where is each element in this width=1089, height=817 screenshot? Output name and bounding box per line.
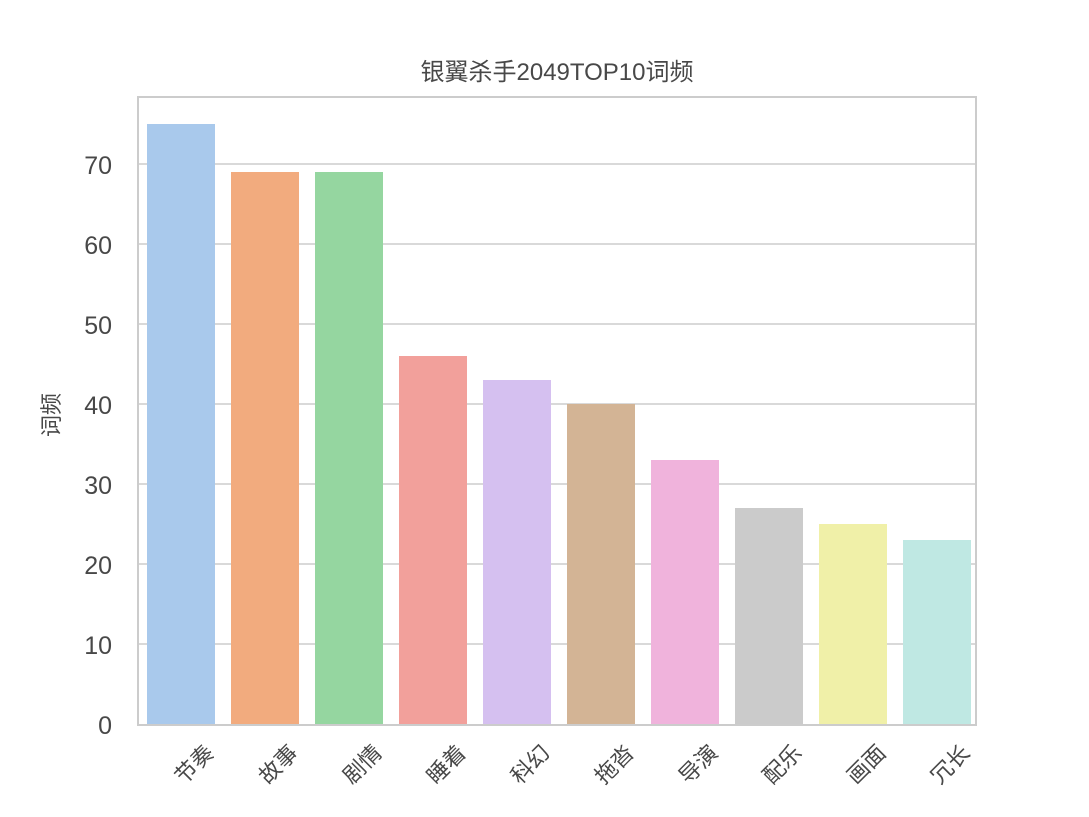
bar [399, 356, 467, 724]
bar [315, 172, 383, 724]
y-tick-label: 40 [84, 392, 112, 420]
bar [567, 404, 635, 724]
gridline [139, 643, 975, 645]
x-tick-label: 故事 [253, 740, 303, 789]
x-tick-label: 画面 [841, 740, 891, 789]
x-tick-label: 配乐 [757, 740, 807, 789]
bar [147, 124, 215, 724]
gridline [139, 163, 975, 165]
y-tick-label: 70 [84, 152, 112, 180]
bar [735, 508, 803, 724]
y-tick-label: 30 [84, 472, 112, 500]
y-tick-label: 10 [84, 632, 112, 660]
gridline [139, 403, 975, 405]
x-tick-label: 剧情 [337, 740, 387, 789]
bar [651, 460, 719, 724]
bar [819, 524, 887, 724]
y-tick-label: 60 [84, 232, 112, 260]
x-tick-label: 拖沓 [589, 740, 639, 789]
gridline [139, 243, 975, 245]
gridline [139, 563, 975, 565]
x-tick-label: 导演 [673, 740, 723, 789]
plot-area [137, 96, 977, 726]
y-tick-label: 50 [84, 312, 112, 340]
x-tick-label: 科幻 [505, 740, 555, 789]
chart-title: 银翼杀手2049TOP10词频 [420, 59, 694, 86]
y-tick-label: 0 [98, 712, 112, 740]
y-tick-label: 20 [84, 552, 112, 580]
x-tick-label: 冗长 [925, 740, 975, 789]
x-tick-label: 节奏 [169, 740, 219, 789]
bar [483, 380, 551, 724]
gridline [139, 323, 975, 325]
x-tick-label: 睡着 [421, 740, 471, 789]
bar [903, 540, 971, 724]
bar [231, 172, 299, 724]
gridline [139, 483, 975, 485]
